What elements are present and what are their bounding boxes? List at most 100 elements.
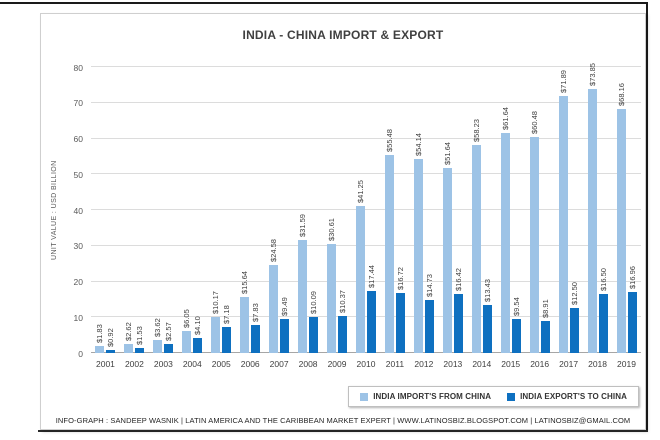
data-label-export-2008: $10.09 [309,290,319,314]
plot-area: 0 10 20 30 40 50 60 70 80 $1.83 $0.92 2001 $2.62 $1.5… [74,63,641,369]
x-axis-label-2005: 2005 [211,359,231,369]
bar-export-2001 [106,349,116,353]
data-label-import-2004: $6.05 [182,309,192,329]
bar-export-2019 [627,292,637,353]
bar-group-2006: $15.64 $7.83 2006 [236,67,265,369]
bar-group-2003: $3.62 $2.57 2003 [149,67,178,369]
bar-import-2012 [413,159,423,353]
bar-group-2009: $30.61 $10.37 2009 [323,67,352,369]
x-axis-label-2001: 2001 [96,359,115,369]
bar-import-2018 [587,89,597,353]
bar-export-2009 [338,315,348,353]
bar-group-2011: $55.48 $16.72 2011 [380,67,409,369]
data-label-export-2015: $9.54 [511,297,521,316]
legend-item-imports: INDIA IMPORT'S FROM CHINA [360,392,491,401]
y-tick-label-30: 30 [73,241,83,252]
y-tick-label-50: 50 [73,169,83,180]
bar-import-2017 [558,96,568,353]
bar-group-2017: $71.89 $12.50 2017 [554,67,583,369]
bar-group-2005: $10.17 $7.18 2005 [207,67,236,369]
bar-import-2004 [182,331,192,353]
bar-group-2013: $51.64 $16.42 2013 [438,67,467,369]
bar-group-2015: $61.64 $9.54 2015 [496,67,525,369]
bar-export-2006 [251,325,261,353]
x-axis-label-2011: 2011 [385,359,405,369]
x-axis-label-2013: 2013 [443,359,463,369]
bar-group-2012: $54.14 $14.73 2012 [409,67,438,369]
bar-export-2010 [366,290,376,353]
gridline-60 [91,137,641,139]
bar-import-2006 [240,297,250,353]
bar-import-2010 [355,205,365,353]
data-label-export-2001: $0.92 [106,327,116,347]
bar-group-2014: $58.23 $13.43 2014 [467,67,496,369]
chart-title: INDIA - CHINA IMPORT & EXPORT [242,28,444,42]
x-axis-label-2016: 2016 [530,359,550,369]
bar-import-2014 [471,144,481,353]
legend-label-exports: INDIA EXPORT'S TO CHINA [520,392,627,401]
data-label-export-2002: $1.53 [135,325,145,345]
bar-import-2011 [384,154,394,353]
legend-label-imports: INDIA IMPORT'S FROM CHINA [373,392,492,401]
bar-import-2019 [616,109,626,353]
x-axis-label-2014: 2014 [472,359,492,369]
chart-footer-credit: INFO-GRAPH : SANDEEP WASNIK | LATIN AMER… [55,416,631,425]
bar-export-2016 [540,321,550,353]
x-axis-label-2018: 2018 [588,359,608,369]
bar-export-2011 [395,293,405,353]
data-label-import-2015: $61.64 [500,106,510,130]
data-label-import-2009: $30.61 [327,217,337,241]
x-axis-label-2015: 2015 [501,359,521,369]
gridline-40 [91,209,641,210]
bar-import-2016 [529,136,539,353]
data-label-import-2013: $51.64 [442,142,452,166]
data-label-export-2013: $16.42 [453,268,463,292]
data-label-export-2009: $10.37 [338,289,348,313]
bar-group-2007: $24.58 $9.49 2007 [265,67,294,369]
bar-export-2018 [598,294,608,353]
y-tick-label-80: 80 [73,62,83,73]
data-label-export-2017: $12.50 [569,282,579,306]
data-label-export-2014: $13.43 [482,279,492,302]
x-axis-line [91,352,641,353]
bar-group-2010: $41.25 $17.44 2010 [352,67,381,369]
x-axis-label-2004: 2004 [182,359,202,369]
bar-group-2008: $31.59 $10.09 2008 [294,67,323,369]
data-label-import-2002: $2.62 [124,321,134,341]
data-label-import-2018: $73.85 [587,63,597,86]
bar-import-2007 [269,265,279,353]
bar-import-2013 [442,168,452,353]
bar-group-2019: $68.16 $16.96 2019 [612,67,641,369]
x-axis-label-2006: 2006 [240,359,260,369]
y-tick-label-60: 60 [73,134,83,144]
data-label-export-2006: $7.83 [251,303,261,323]
right-border-line [646,2,648,432]
bar-group-2002: $2.62 $1.53 2002 [120,67,149,369]
x-axis-label-2002: 2002 [124,359,144,369]
gridline-10 [91,316,641,318]
data-label-import-2008: $31.59 [298,214,308,238]
data-label-import-2006: $15.64 [240,271,250,295]
data-label-import-2001: $1.83 [95,324,105,344]
bar-export-2005 [222,327,232,353]
gridline-50 [91,173,641,175]
data-label-export-2019: $16.96 [627,266,637,290]
x-axis-label-2012: 2012 [414,359,434,369]
bar-import-2003 [153,340,163,353]
data-label-import-2014: $58.23 [471,118,481,142]
bar-export-2008 [309,316,319,353]
x-axis-label-2017: 2017 [559,359,579,369]
data-label-import-2011: $55.48 [384,128,394,152]
bar-import-2015 [500,132,510,353]
bar-group-2018: $73.85 $16.50 2018 [583,63,612,369]
y-tick-label-0: 0 [78,348,83,359]
bar-import-2009 [327,243,337,353]
bar-import-2002 [124,343,134,353]
data-label-export-2018: $16.50 [598,268,608,292]
x-axis-label-2010: 2010 [356,359,376,369]
bar-group-2001: $1.83 $0.92 2001 [91,67,120,369]
x-axis-label-2003: 2003 [153,359,173,369]
legend-swatch-imports-icon [360,392,369,401]
bar-import-2005 [211,316,221,353]
top-border-line [0,2,648,4]
